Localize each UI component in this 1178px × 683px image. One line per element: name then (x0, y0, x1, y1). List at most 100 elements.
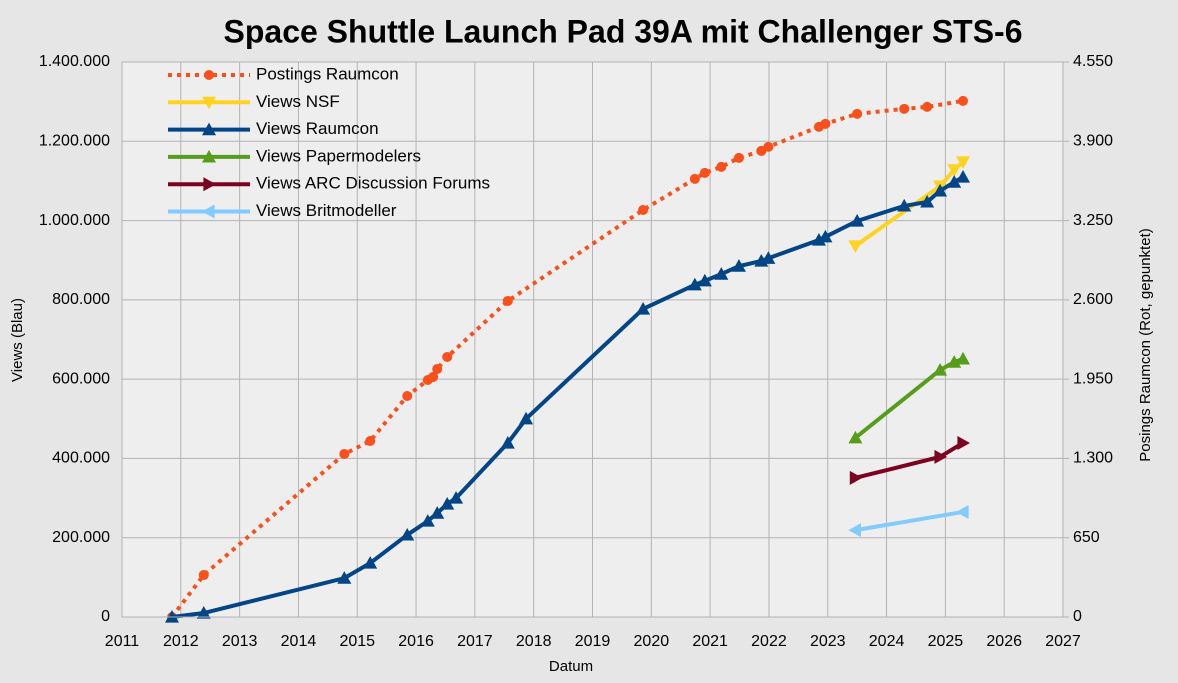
point (850, 213, 865, 227)
y-tick-label: 200.000 (52, 529, 110, 546)
point (899, 103, 910, 114)
point (339, 449, 350, 460)
point (428, 371, 439, 382)
point (430, 506, 445, 519)
point (636, 301, 651, 315)
point (920, 194, 935, 208)
point (848, 523, 861, 538)
x-tick-label: 2020 (634, 633, 670, 650)
x-tick-label: 2027 (1045, 633, 1081, 650)
y2-tick-label: 3.250 (1073, 212, 1113, 229)
legend-label: Views Britmodeller (256, 201, 397, 220)
point (818, 229, 833, 243)
point (761, 251, 776, 264)
point (947, 175, 962, 188)
point (198, 570, 209, 581)
point (733, 152, 744, 163)
point (731, 259, 746, 272)
point (933, 363, 948, 376)
x-tick-label: 2023 (810, 633, 846, 650)
point (420, 514, 435, 527)
point (716, 161, 727, 172)
y-tick-label: 1.200.000 (39, 133, 110, 150)
x-tick-label: 2026 (986, 633, 1022, 650)
y2-tick-label: 0 (1073, 608, 1082, 625)
legend-label: Views NSF (256, 92, 340, 111)
point (947, 164, 962, 177)
series-line (855, 509, 964, 533)
y2-tick-label: 2.600 (1073, 291, 1113, 308)
x-tick-label: 2013 (222, 633, 258, 650)
point (519, 411, 534, 425)
legend-marker (202, 96, 216, 110)
point (958, 95, 969, 106)
point (897, 198, 912, 212)
x-tick-label: 2019 (575, 633, 611, 650)
plot-border (121, 61, 1064, 618)
point (337, 571, 352, 584)
legend-marker (202, 122, 216, 136)
point (689, 173, 700, 184)
point (714, 267, 729, 280)
point (363, 556, 378, 569)
legend-marker (204, 70, 214, 80)
point (763, 141, 774, 152)
point (934, 449, 948, 464)
point (933, 183, 948, 197)
point (811, 232, 826, 246)
point (638, 204, 649, 215)
y2-tick-label: 1.300 (1073, 450, 1113, 467)
point (957, 435, 971, 450)
point (956, 504, 969, 519)
y-tick-label: 0 (101, 608, 110, 625)
y-tick-label: 600.000 (52, 370, 110, 387)
point (500, 435, 515, 449)
point (820, 118, 831, 129)
y2-tick-label: 3.900 (1073, 133, 1113, 150)
y-tick-label: 800.000 (52, 291, 110, 308)
point (956, 169, 971, 183)
point (956, 156, 971, 169)
x-tick-label: 2012 (163, 633, 199, 650)
point (848, 430, 863, 444)
legend-marker (203, 177, 216, 192)
point (852, 108, 863, 119)
x-tick-label: 2015 (339, 633, 375, 650)
point (848, 240, 863, 253)
point (432, 364, 443, 375)
point (922, 101, 933, 112)
series-line (171, 175, 965, 619)
y-tick-label: 1.000.000 (39, 212, 110, 229)
point (164, 610, 179, 623)
point (402, 390, 413, 401)
point (947, 355, 962, 368)
point (697, 273, 712, 287)
x-tick-label: 2021 (692, 633, 728, 650)
y-tick-label: 1.400.000 (39, 53, 110, 70)
legend-label: Views Papermodelers (256, 146, 421, 165)
point (449, 491, 464, 504)
y2-tick-label: 4.550 (1073, 53, 1113, 70)
point (502, 295, 513, 306)
x-tick-label: 2016 (398, 633, 434, 650)
x-tick-label: 2011 (105, 633, 140, 650)
legend-marker (202, 204, 215, 219)
y2-tick-label: 650 (1073, 529, 1100, 546)
point (442, 351, 453, 362)
point (365, 435, 376, 446)
x-tick-label: 2018 (516, 633, 552, 650)
legend-label: Views ARC Discussion Forums (256, 174, 490, 193)
point (440, 497, 455, 510)
x-tick-label: 2025 (928, 633, 964, 650)
y-axis-label: Views (Blau) (9, 298, 26, 382)
legend-marker (202, 149, 216, 163)
y-tick-label: 400.000 (52, 450, 110, 467)
x-tick-label: 2014 (281, 633, 317, 650)
legend-label: Views Raumcon (256, 119, 379, 138)
point (849, 470, 863, 485)
x-tick-label: 2022 (751, 633, 787, 650)
chart-title: Space Shuttle Launch Pad 39A mit Challen… (224, 13, 1023, 49)
x-tick-label: 2017 (457, 633, 493, 650)
y2-axis-label: Posings Raumcon (Rot, gepunktet) (1137, 228, 1154, 461)
